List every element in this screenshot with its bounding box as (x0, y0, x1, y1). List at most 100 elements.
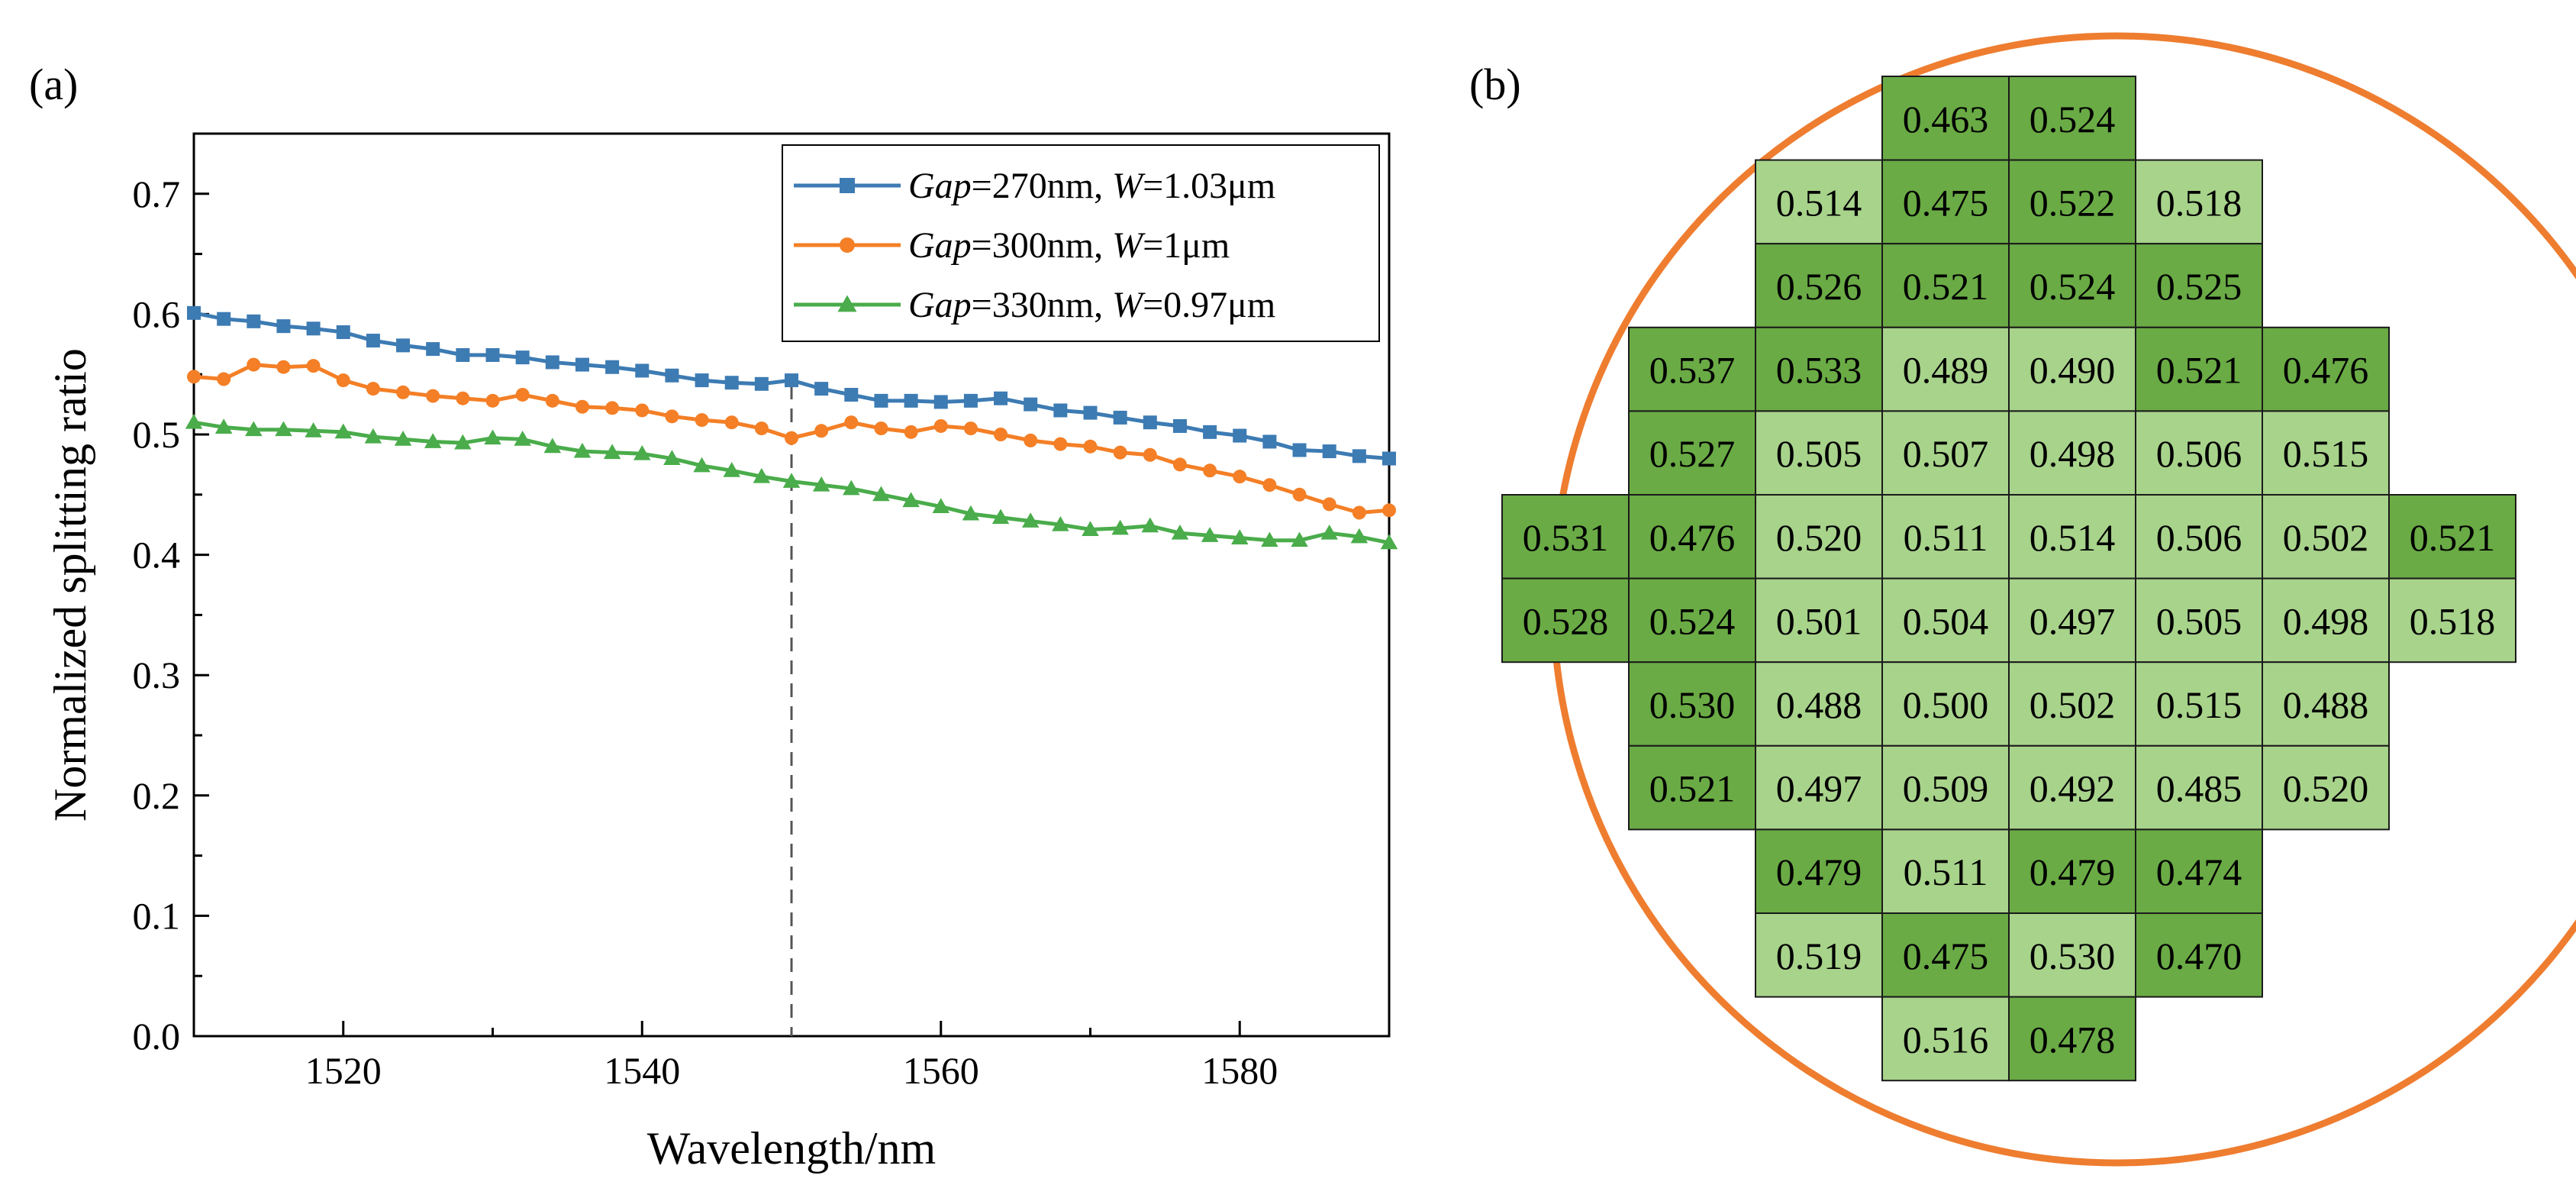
wafer-cell: 0.528 (1501, 577, 1630, 664)
data-point (1053, 437, 1068, 451)
data-point (575, 399, 589, 414)
wafer-cell: 0.521 (1628, 744, 1756, 831)
cell-fill (1501, 494, 1630, 580)
wafer-cell: 0.506 (2135, 494, 2263, 580)
wafer-cell: 0.476 (1628, 494, 1756, 580)
legend-label-part: W (1112, 285, 1146, 325)
data-point (1262, 434, 1277, 449)
data-point (1322, 497, 1336, 512)
data-point (276, 360, 291, 374)
data-point (1113, 445, 1127, 460)
cell-value: 0.489 (1903, 349, 1989, 392)
wafer-cell: 0.537 (1628, 326, 1756, 412)
data-point (485, 347, 500, 362)
cell-fill (1628, 744, 1756, 831)
cell-value: 0.475 (1903, 935, 1989, 977)
x-tick-label: 1560 (903, 1049, 979, 1092)
data-point (515, 387, 530, 402)
cell-fill (2008, 577, 2136, 664)
data-point (1261, 531, 1278, 547)
wafer-cell: 0.488 (2262, 661, 2390, 747)
cell-fill (1755, 243, 1883, 328)
cell-fill (2135, 661, 2263, 747)
wafer-cell: 0.519 (1755, 912, 1883, 998)
data-point (663, 450, 681, 465)
data-point (904, 425, 918, 439)
wafer-cell: 0.511 (1881, 828, 2010, 915)
data-point (1053, 403, 1068, 418)
cell-value: 0.501 (1776, 599, 1862, 642)
data-point (573, 442, 592, 458)
cell-value: 0.516 (1903, 1018, 1989, 1061)
data-point (605, 401, 620, 415)
data-point (963, 393, 978, 408)
cell-fill (2135, 912, 2263, 998)
cell-fill (2135, 326, 2263, 412)
cell-fill (1881, 828, 2010, 915)
wafer-cell: 0.474 (2135, 828, 2263, 915)
data-point (515, 350, 530, 365)
wafer-cell: 0.514 (2008, 494, 2136, 580)
wafer-cell: 0.485 (2135, 744, 2263, 831)
cell-value: 0.522 (2030, 181, 2116, 224)
cell-value: 0.463 (1903, 98, 1989, 140)
data-point (994, 428, 1008, 441)
wafer-cell: 0.524 (2008, 243, 2136, 328)
legend-label-part: W (1112, 225, 1146, 266)
data-point (840, 237, 855, 253)
data-point (962, 505, 980, 521)
wafer-cell: 0.533 (1755, 326, 1883, 412)
series-3 (185, 413, 1398, 550)
legend-label-part: Gap (908, 166, 972, 206)
wafer-cell: 0.489 (1881, 326, 2010, 412)
cell-value: 0.530 (2030, 935, 2116, 977)
y-tick-label: 0.5 (133, 413, 181, 456)
panel-label-b: (b) (1469, 60, 1521, 109)
axes: 1520 1540 1560 1580 0.0 0.1 0.2 0.3 0.4 0.5 0.6 0.7 (133, 173, 1391, 1092)
cell-fill (2135, 159, 2263, 245)
data-point (485, 393, 500, 408)
data-point (456, 347, 470, 362)
x-tick-label: 1520 (305, 1049, 382, 1092)
data-point (245, 421, 263, 437)
wafer-cell: 0.511 (1881, 494, 2010, 580)
wafer-cell: 0.521 (2135, 326, 2263, 412)
data-point (217, 312, 231, 326)
data-point (814, 382, 829, 396)
cell-fill (2135, 744, 2263, 831)
legend-label-part: =330nm, (972, 285, 1112, 325)
data-point (1292, 443, 1307, 457)
cell-fill (2135, 577, 2263, 664)
cell-value: 0.498 (2283, 599, 2369, 642)
data-point (1172, 457, 1187, 472)
data-point (1052, 515, 1069, 531)
cell-value: 0.521 (2410, 516, 2496, 559)
cell-value: 0.515 (2283, 432, 2369, 475)
series-1 (187, 305, 1396, 466)
data-point (724, 415, 739, 430)
wafer-cell: 0.497 (1755, 744, 1883, 831)
x-tick-label: 1580 (1201, 1049, 1278, 1092)
data-point (1291, 531, 1308, 547)
cell-fill (2262, 326, 2390, 412)
legend-label: Gap=330nm, W=0.97μm (908, 285, 1275, 325)
wafer-cell: 0.531 (1501, 494, 1630, 580)
cell-fill (2262, 410, 2390, 496)
cell-fill (2135, 243, 2263, 328)
data-point (933, 418, 948, 433)
data-point (306, 321, 321, 336)
data-point (723, 462, 740, 477)
cell-value: 0.488 (1776, 683, 1862, 726)
cell-value: 0.514 (1776, 181, 1862, 224)
data-point (545, 355, 559, 370)
wafer-cell: 0.530 (2008, 912, 2136, 998)
data-point (874, 393, 888, 408)
wafer-cell: 0.488 (1755, 661, 1883, 747)
cell-value: 0.476 (1649, 516, 1736, 559)
legend-entry: Gap=270nm, W=1.03μm (794, 166, 1275, 206)
legend-label-part: Gap (908, 225, 972, 266)
data-point (812, 476, 830, 492)
data-point (1143, 447, 1157, 462)
wafer-cell: 0.516 (1881, 996, 2010, 1082)
